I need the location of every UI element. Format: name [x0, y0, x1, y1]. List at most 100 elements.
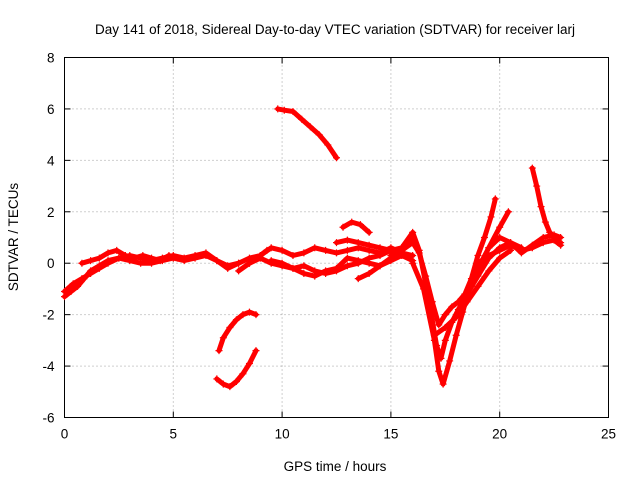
data-point	[343, 246, 351, 254]
data-point	[289, 264, 297, 272]
data-point	[300, 249, 308, 257]
x-tick-label: 25	[601, 427, 616, 442]
data-point	[267, 244, 275, 252]
data-point	[121, 252, 129, 259]
series-track-16	[430, 246, 515, 339]
data-point	[104, 249, 112, 257]
data-point	[139, 252, 147, 259]
data-point	[485, 267, 493, 275]
y-tick-label: -2	[42, 308, 54, 323]
data-point	[67, 288, 75, 295]
data-point	[95, 254, 103, 262]
data-point	[441, 311, 449, 319]
data-point	[322, 246, 330, 254]
data-point	[252, 311, 260, 319]
data-point	[156, 257, 164, 265]
plot-frame	[64, 57, 609, 418]
data-point	[496, 223, 504, 231]
data-point	[409, 259, 417, 267]
data-point	[339, 223, 347, 231]
data-point	[528, 241, 536, 249]
data-point	[87, 257, 95, 265]
data-point	[533, 182, 541, 190]
x-axis-label: GPS time / hours	[284, 459, 387, 474]
data-point	[311, 244, 319, 252]
series-track-5	[213, 347, 260, 391]
data-point	[232, 378, 240, 385]
x-tick-label: 5	[170, 427, 178, 442]
series-track-10	[333, 236, 395, 254]
data-point	[409, 228, 417, 236]
data-point	[463, 298, 471, 306]
data-point	[435, 367, 443, 375]
data-point	[215, 347, 223, 355]
y-tick-label: 4	[47, 153, 55, 168]
data-point	[343, 262, 351, 270]
data-point	[356, 221, 364, 229]
data-point	[289, 252, 297, 259]
data-point	[130, 254, 138, 262]
data-point	[239, 370, 247, 378]
data-point	[298, 115, 306, 123]
data-point	[517, 249, 525, 257]
data-point	[280, 106, 288, 114]
series-track-3	[78, 246, 182, 267]
data-point	[354, 257, 362, 265]
data-point	[95, 264, 103, 272]
data-point	[354, 275, 362, 283]
data-point	[213, 375, 221, 383]
data-point	[226, 324, 234, 331]
data-point	[446, 357, 454, 365]
y-tick-label: 0	[47, 256, 55, 271]
series-trace	[216, 309, 259, 354]
data-point	[226, 383, 234, 391]
data-point	[343, 236, 351, 244]
data-point	[165, 252, 173, 259]
data-point	[232, 316, 240, 324]
data-point	[387, 252, 395, 259]
data-point	[235, 267, 243, 275]
data-point	[239, 311, 247, 319]
data-point	[496, 234, 504, 241]
data-point	[252, 347, 260, 355]
data-point	[104, 259, 112, 267]
y-axis-label: SDTVAR / TECUs	[6, 183, 21, 292]
series-track-19	[528, 164, 565, 247]
data-point	[115, 254, 123, 262]
y-tick-label: 6	[47, 102, 55, 117]
y-tick-label: 2	[47, 205, 55, 220]
data-point	[245, 360, 253, 367]
data-point	[480, 234, 488, 241]
data-point	[365, 241, 373, 249]
data-point	[315, 131, 323, 139]
data-point	[333, 154, 340, 162]
data-point	[289, 108, 297, 115]
data-point	[441, 336, 449, 344]
data-point	[324, 141, 332, 149]
data-point	[465, 285, 473, 293]
data-point	[528, 164, 536, 172]
data-point	[504, 208, 512, 216]
data-point	[557, 239, 565, 247]
data-point	[219, 380, 227, 388]
data-point	[333, 264, 340, 272]
series-track-6	[215, 308, 260, 355]
data-point	[61, 288, 68, 295]
data-point	[496, 254, 504, 262]
y-tick-label: -4	[42, 359, 54, 374]
data-point	[537, 203, 545, 211]
grid	[64, 57, 609, 418]
data-point	[343, 254, 351, 262]
data-point	[333, 239, 340, 247]
data-series	[61, 105, 565, 391]
data-point	[474, 259, 482, 267]
data-point	[245, 259, 253, 267]
data-point	[365, 259, 373, 267]
data-point	[435, 321, 443, 329]
data-point	[398, 244, 406, 252]
data-point	[87, 270, 95, 277]
data-point	[474, 282, 482, 290]
data-point	[311, 272, 319, 280]
data-point	[507, 239, 515, 247]
data-point	[415, 246, 423, 254]
